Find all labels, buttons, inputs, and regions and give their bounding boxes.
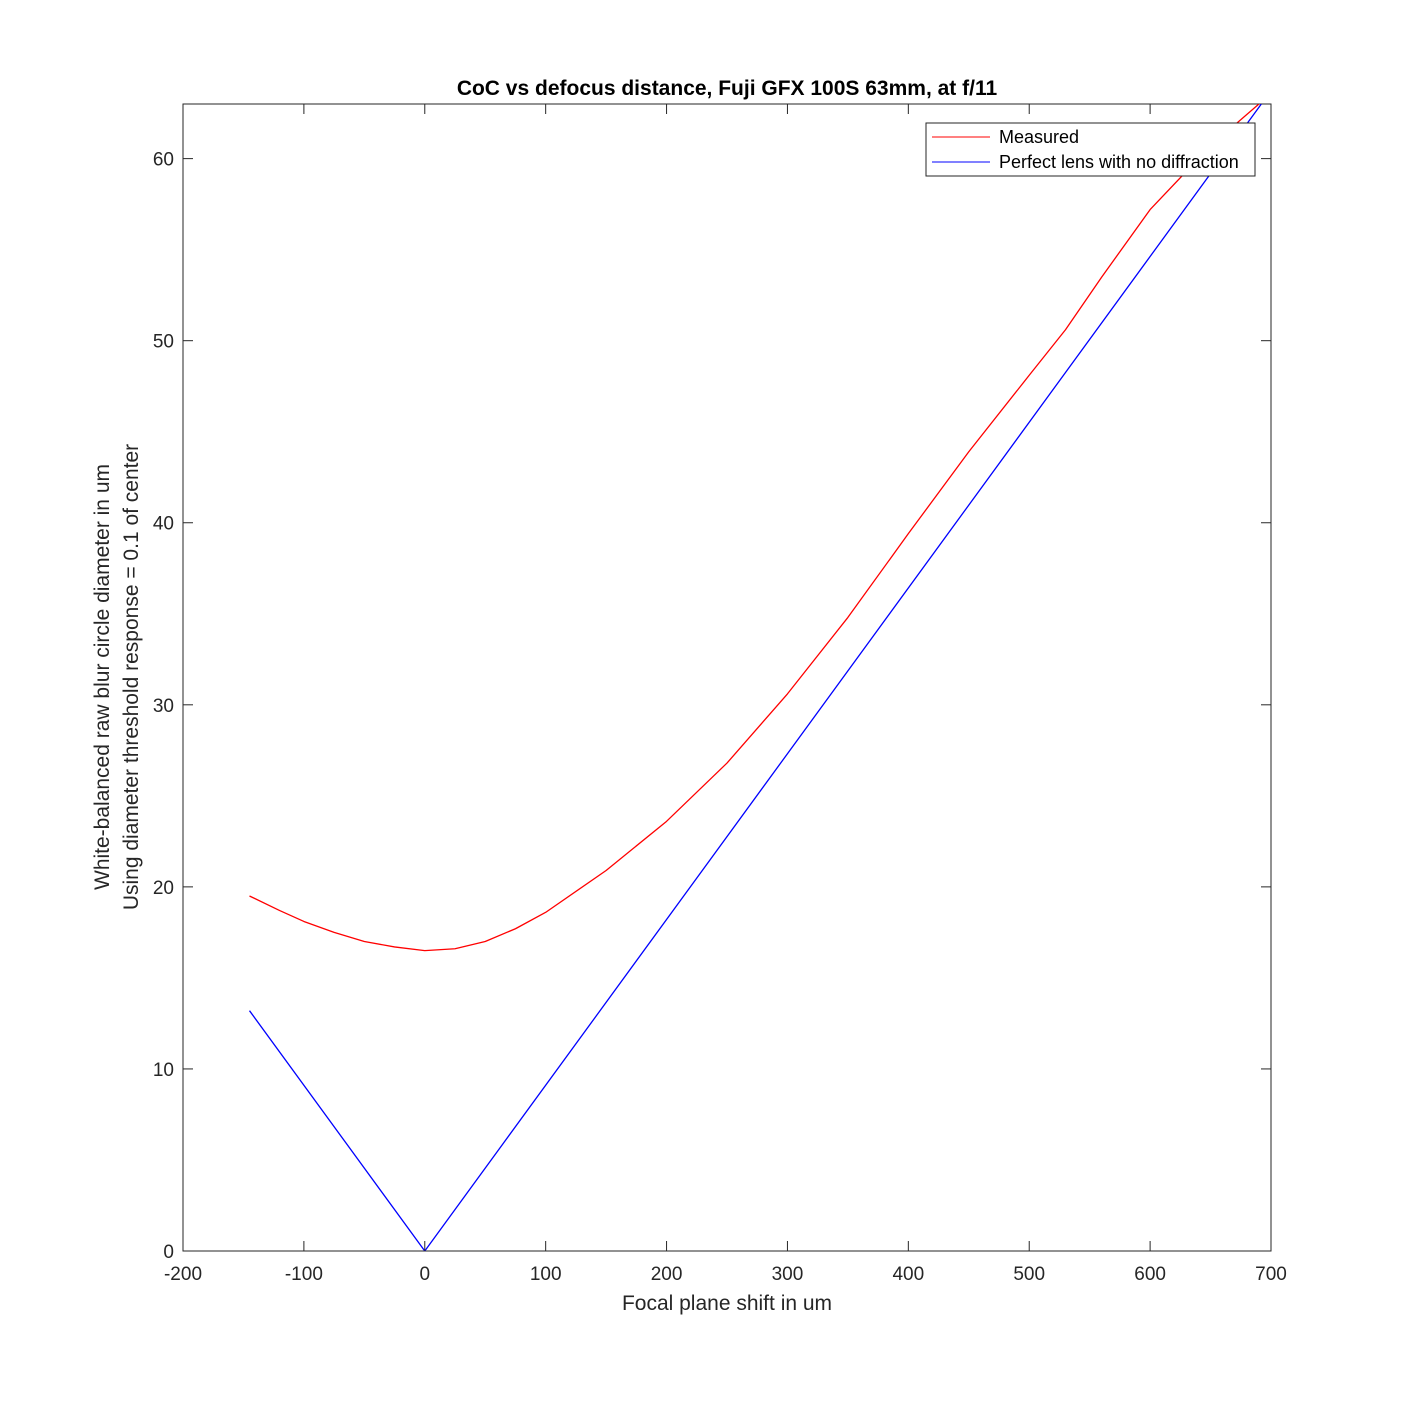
y-tick-label: 40: [153, 514, 174, 535]
chart-title: CoC vs defocus distance, Fuji GFX 100S 6…: [457, 77, 998, 100]
y-tick-label: 60: [153, 150, 174, 171]
axes-box: [182, 103, 1272, 1252]
legend: Measured Perfect lens with no diffractio…: [925, 122, 1256, 177]
series-layer: [248, 104, 1262, 1251]
y-axis-label-line-2: Using diameter threshold response = 0.1 …: [120, 444, 143, 910]
x-tick-label: 0: [419, 1264, 430, 1285]
y-tick-label: 50: [153, 332, 174, 353]
x-tick-label: 700: [1255, 1264, 1287, 1285]
x-tick-label: 500: [1013, 1264, 1045, 1285]
x-tick-label: 400: [892, 1264, 924, 1285]
y-tick-label: 30: [153, 696, 174, 717]
series-line-perfect-lens: [248, 104, 1262, 1251]
legend-label-perfect-lens: Perfect lens with no diffraction: [999, 152, 1239, 172]
y-tick-label: 0: [163, 1242, 174, 1263]
x-tick-label: 100: [530, 1264, 562, 1285]
ticks-layer: -200 -100 0 100 200 300 400 500 600 700 0 10 20 30 40 5…: [153, 104, 1287, 1285]
x-tick-label: -100: [285, 1264, 323, 1285]
legend-box: [925, 122, 1256, 177]
y-axis-label-line-1: White-balanced raw blur circle diameter …: [91, 464, 114, 890]
legend-label-measured: Measured: [999, 127, 1079, 147]
x-tick-label: -200: [164, 1264, 202, 1285]
y-tick-label: 10: [153, 1060, 174, 1081]
x-tick-label: 600: [1134, 1264, 1166, 1285]
series-line-measured: [249, 104, 1260, 952]
x-tick-label: 200: [651, 1264, 683, 1285]
x-tick-label: 300: [772, 1264, 804, 1285]
x-axis-label: Focal plane shift in um: [622, 1292, 832, 1315]
plot-area: -200 -100 0 100 200 300 400 500 600 700 0 10 20 30 40 5…: [153, 103, 1287, 1285]
y-tick-label: 20: [153, 878, 174, 899]
